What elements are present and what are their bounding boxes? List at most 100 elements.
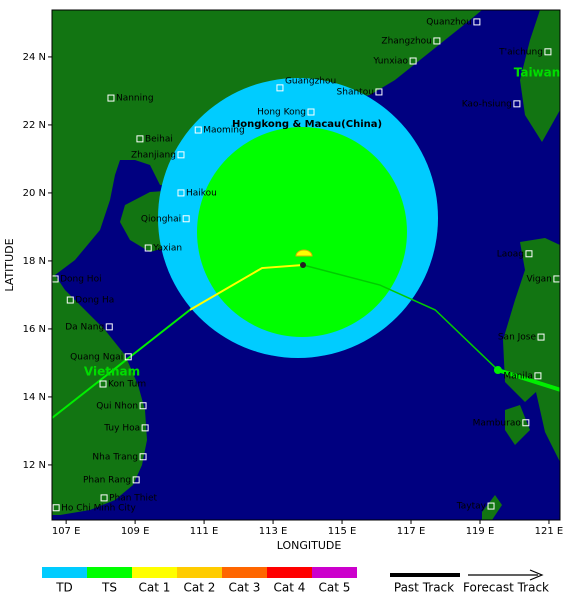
city-label: Qionghai	[141, 214, 181, 224]
map-area: Quanzhou Zhangzhou Yunxiao ShantouGuangzhou…	[52, 10, 560, 520]
past-track	[52, 309, 191, 419]
y-tick-label: 14 N	[23, 392, 46, 403]
city-label: Shantou	[337, 87, 374, 97]
arrow-head	[529, 569, 544, 581]
city-label: Taytay	[456, 502, 487, 512]
city-label: Qui Nhon	[96, 401, 138, 411]
city-marker	[66, 296, 74, 304]
city-label: Manila	[503, 371, 533, 381]
city-marker	[433, 37, 441, 45]
legend-label: TD	[55, 581, 73, 595]
city-label: Da Nang	[65, 322, 104, 332]
legend-label: Cat 4	[274, 581, 306, 595]
legend-swatch	[132, 567, 177, 578]
legend-swatch	[312, 567, 357, 578]
city-marker	[307, 108, 315, 116]
city-label: Quanzhou	[426, 17, 472, 27]
city-label: Vigan	[526, 274, 551, 284]
y-tick-label: 12 N	[23, 460, 46, 471]
x-tick-label: 117 E	[397, 526, 426, 537]
legend-swatch	[177, 567, 222, 578]
x-tick-label: 111 E	[190, 526, 219, 537]
legend-label: TS	[101, 581, 117, 595]
legend-label: Cat 3	[229, 581, 261, 595]
x-tick-label: 109 E	[121, 526, 150, 537]
city-marker	[513, 100, 521, 108]
city-marker	[487, 502, 495, 510]
wind-radius-ts	[197, 127, 407, 337]
legend-label: Cat 1	[139, 581, 171, 595]
y-tick-label: 24 N	[23, 52, 46, 63]
city-marker	[107, 94, 115, 102]
city-marker	[409, 57, 417, 65]
country-label: Vietnam	[84, 365, 140, 379]
city-marker	[473, 18, 481, 26]
city-marker	[52, 504, 60, 512]
city-label: Haikou	[186, 188, 217, 198]
past-track	[189, 264, 304, 311]
city-marker	[139, 453, 147, 461]
x-axis-title: LONGITUDE	[277, 539, 342, 552]
map-border	[51, 9, 561, 521]
city-marker	[194, 126, 202, 134]
country-label: Taiwan	[514, 66, 561, 80]
legend-swatch	[222, 567, 267, 578]
city-label: Nanning	[116, 94, 154, 104]
city-label: Phan Rang	[83, 475, 131, 485]
city-marker	[177, 151, 185, 159]
x-tick-label: 121 E	[535, 526, 564, 537]
city-label: Zhanjiang	[131, 150, 176, 160]
land-taiwan	[520, 10, 560, 142]
legend-label: Past Track	[394, 581, 454, 595]
legend-swatch	[267, 567, 312, 578]
x-tick-label: 115 E	[328, 526, 357, 537]
city-marker	[375, 88, 383, 96]
forecast-track-outlook	[497, 368, 560, 392]
city-label: Mamburao	[473, 418, 522, 428]
city-marker	[144, 244, 152, 252]
city-marker	[177, 189, 185, 197]
legend-swatch	[42, 567, 87, 578]
city-label: Phan Thiet	[109, 493, 157, 503]
city-marker	[182, 215, 190, 223]
city-marker	[544, 48, 552, 56]
city-label: San Jose	[498, 333, 537, 343]
city-label: Yunxiao	[372, 57, 408, 67]
city-marker	[139, 402, 147, 410]
city-marker	[534, 372, 542, 380]
storm-center	[300, 262, 306, 268]
city-label: Dong Ha	[75, 296, 114, 306]
y-tick-label: 20 N	[23, 188, 46, 199]
city-label: Beihai	[145, 134, 173, 144]
city-label: Hong Kong	[257, 108, 306, 118]
city-label: Kon Tum	[108, 380, 146, 390]
city-label: T'aichung	[498, 47, 543, 57]
city-label: Dong Hoi	[60, 274, 101, 284]
city-label: Ho Chi Minh City	[61, 503, 136, 513]
city-marker	[276, 84, 284, 92]
city-marker	[100, 494, 108, 502]
land-palawan	[482, 495, 502, 520]
city-marker	[99, 380, 107, 388]
city-label: Zhangzhou	[381, 36, 431, 46]
y-tick-label: 18 N	[23, 256, 46, 267]
city-label: Tuy Hoa	[103, 423, 140, 433]
city-label: Kao-hsiung	[462, 99, 512, 109]
city-label: Laoag	[497, 249, 524, 259]
x-tick-label: 119 E	[466, 526, 495, 537]
city-marker	[136, 135, 144, 143]
y-tick-label: 22 N	[23, 120, 46, 131]
y-axis-title: LATITUDE	[3, 238, 16, 291]
city-marker	[141, 424, 149, 432]
city-marker	[537, 333, 545, 341]
city-label: Yaxian	[152, 244, 182, 254]
city-marker	[522, 419, 530, 427]
x-tick-label: 113 E	[259, 526, 288, 537]
city-label: Maoming	[203, 126, 244, 136]
legend-label: Forecast Track	[463, 581, 549, 595]
legend: Past Track Forecast Track TD TS Cat 1 Cat 2…	[42, 567, 549, 595]
city-marker	[132, 476, 140, 484]
x-tick-label: 107 E	[52, 526, 81, 537]
city-label: Quang Ngai	[70, 352, 123, 362]
